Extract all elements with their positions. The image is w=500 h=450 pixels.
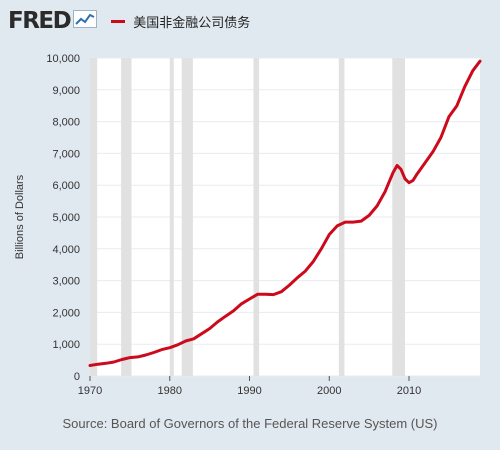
recession-bands <box>90 58 406 376</box>
y-tick-label: 1,000 <box>52 339 80 351</box>
x-tick-label: 2010 <box>397 385 421 397</box>
y-tick-label: 10,000 <box>46 53 80 65</box>
y-tick-label: 4,000 <box>52 244 80 256</box>
fred-logo[interactable]: FRED <box>8 8 98 34</box>
x-tick-label: 1970 <box>78 385 102 397</box>
y-tick-label: 3,000 <box>52 276 80 288</box>
legend-series-label: 美国非金融公司债务 <box>133 15 251 31</box>
recession-band <box>253 58 260 376</box>
recession-band <box>392 58 406 376</box>
chart-header: FRED 美国非金融公司债务 <box>8 6 250 36</box>
y-tick-label: 9,000 <box>52 85 80 97</box>
legend: 美国非金融公司债务 <box>111 12 250 31</box>
y-tick-label: 6,000 <box>52 180 80 192</box>
source-note: Source: Board of Governors of the Federa… <box>62 416 438 431</box>
fred-logo-text: FRED <box>8 8 72 34</box>
recession-band <box>169 58 174 376</box>
x-tick-label: 1990 <box>237 385 261 397</box>
series-layer <box>88 59 482 367</box>
y-tick-label: 2,000 <box>52 307 80 319</box>
legend-swatch <box>111 19 126 23</box>
y-tick-label: 7,000 <box>52 148 80 160</box>
x-tick-label: 1980 <box>158 385 182 397</box>
y-tick-label: 0 <box>74 371 80 383</box>
grid <box>90 57 480 377</box>
recession-band <box>338 58 345 376</box>
x-axis: 1970 1980 1990 2000 2010 <box>78 376 421 397</box>
line-chart-icon <box>73 9 98 33</box>
recession-band <box>181 58 193 376</box>
recession-band <box>121 58 132 376</box>
y-axis: 0 1,000 2,000 3,000 4,000 5,000 6,000 7,000 8,00… <box>46 53 80 383</box>
x-tick-label: 2000 <box>317 385 341 397</box>
y-tick-label: 8,000 <box>52 117 80 129</box>
y-tick-label: 5,000 <box>52 212 80 224</box>
y-axis-label: Billions of Dollars <box>14 174 26 259</box>
series-line <box>88 59 482 367</box>
recession-band <box>90 58 98 376</box>
